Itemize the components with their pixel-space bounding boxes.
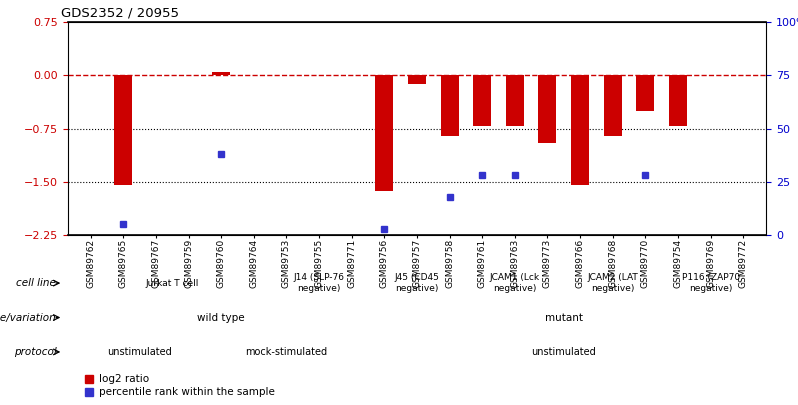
Text: JCAM2 (LAT
negative): JCAM2 (LAT negative) xyxy=(587,273,638,293)
Bar xyxy=(636,75,654,111)
Bar xyxy=(408,75,426,84)
Bar xyxy=(473,75,492,126)
Bar xyxy=(506,75,523,126)
Text: J14 (SLP-76
negative): J14 (SLP-76 negative) xyxy=(294,273,345,293)
Text: protocol: protocol xyxy=(14,347,57,357)
Text: GDS2352 / 20955: GDS2352 / 20955 xyxy=(61,7,179,20)
Text: cell line: cell line xyxy=(17,278,57,288)
Text: unstimulated: unstimulated xyxy=(107,347,172,357)
Text: JCAM1 (Lck
negative): JCAM1 (Lck negative) xyxy=(490,273,540,293)
Text: Jurkat T cell: Jurkat T cell xyxy=(145,279,199,288)
Bar xyxy=(440,75,459,136)
Bar xyxy=(571,75,589,185)
Bar xyxy=(604,75,622,136)
Text: wild type: wild type xyxy=(197,313,245,322)
Bar xyxy=(375,75,393,191)
Bar xyxy=(212,72,230,75)
Text: P116 (ZAP70
negative): P116 (ZAP70 negative) xyxy=(681,273,740,293)
Text: unstimulated: unstimulated xyxy=(531,347,596,357)
Text: mock-stimulated: mock-stimulated xyxy=(245,347,327,357)
Text: percentile rank within the sample: percentile rank within the sample xyxy=(100,388,275,397)
Text: J45 (CD45
negative): J45 (CD45 negative) xyxy=(394,273,440,293)
Bar xyxy=(669,75,687,126)
Text: log2 ratio: log2 ratio xyxy=(100,374,149,384)
Bar xyxy=(539,75,556,143)
Text: genotype/variation: genotype/variation xyxy=(0,313,57,322)
Text: mutant: mutant xyxy=(545,313,583,322)
Bar xyxy=(114,75,132,185)
